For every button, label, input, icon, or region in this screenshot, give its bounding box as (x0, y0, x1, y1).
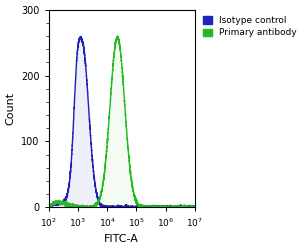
X-axis label: FITC-A: FITC-A (104, 234, 139, 244)
Y-axis label: Count: Count (5, 92, 16, 125)
Legend: Isotype control, Primary antibody: Isotype control, Primary antibody (201, 14, 299, 39)
